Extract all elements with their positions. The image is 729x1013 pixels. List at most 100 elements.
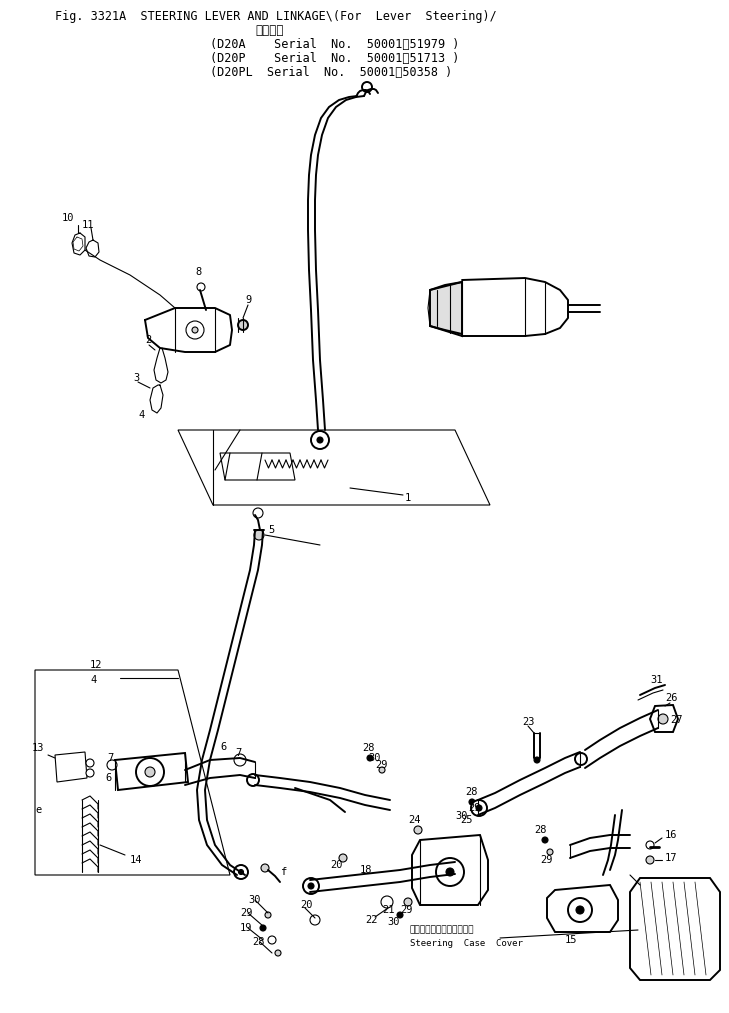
Text: 5: 5 — [268, 525, 274, 535]
Circle shape — [367, 755, 373, 761]
Text: 20: 20 — [330, 860, 343, 870]
Text: Steering  Case  Cover: Steering Case Cover — [410, 938, 523, 947]
Text: ステアリングケースカバー: ステアリングケースカバー — [410, 926, 475, 935]
Text: 15: 15 — [565, 935, 577, 945]
Text: 22: 22 — [365, 915, 378, 925]
Circle shape — [446, 868, 454, 876]
Circle shape — [107, 760, 117, 770]
Circle shape — [238, 320, 248, 330]
Circle shape — [145, 767, 155, 777]
Polygon shape — [55, 752, 87, 782]
Text: 10: 10 — [62, 213, 74, 223]
Text: 30: 30 — [248, 895, 260, 905]
Circle shape — [658, 714, 668, 724]
Text: 8: 8 — [195, 267, 201, 277]
Circle shape — [575, 753, 587, 765]
Circle shape — [268, 936, 276, 944]
Text: 12: 12 — [90, 660, 103, 670]
Circle shape — [197, 283, 205, 291]
Circle shape — [339, 854, 347, 862]
Text: 27: 27 — [670, 715, 682, 725]
Circle shape — [317, 437, 323, 443]
Text: 7: 7 — [107, 753, 113, 763]
Text: f: f — [280, 867, 286, 877]
Text: 29: 29 — [240, 908, 252, 918]
Circle shape — [547, 849, 553, 855]
Polygon shape — [430, 282, 462, 336]
Text: 9: 9 — [245, 295, 252, 305]
Text: 2: 2 — [145, 335, 151, 345]
Circle shape — [568, 898, 592, 922]
Text: 28: 28 — [465, 787, 477, 797]
Circle shape — [311, 431, 329, 449]
Polygon shape — [220, 453, 295, 480]
Circle shape — [86, 759, 94, 767]
Polygon shape — [115, 753, 188, 790]
Circle shape — [238, 869, 243, 874]
Text: Fig. 3321A  STEERING LEVER AND LINKAGE\(For  Lever  Steering)/: Fig. 3321A STEERING LEVER AND LINKAGE\(F… — [55, 10, 496, 23]
Circle shape — [476, 805, 482, 811]
Polygon shape — [178, 430, 490, 505]
Circle shape — [260, 925, 266, 931]
Text: 7: 7 — [235, 748, 241, 758]
Text: 14: 14 — [130, 855, 142, 865]
Text: 29: 29 — [375, 760, 388, 770]
Circle shape — [308, 883, 314, 889]
Polygon shape — [650, 705, 678, 732]
Text: 28: 28 — [362, 743, 375, 753]
Text: 6: 6 — [220, 742, 226, 752]
Circle shape — [469, 799, 475, 805]
Text: 30: 30 — [368, 753, 381, 763]
Text: 26: 26 — [665, 693, 677, 703]
Circle shape — [379, 767, 385, 773]
Circle shape — [247, 774, 259, 786]
Polygon shape — [630, 878, 720, 980]
Text: (D20P    Serial  No.  50001～51713 ): (D20P Serial No. 50001～51713 ) — [210, 52, 459, 65]
Circle shape — [310, 915, 320, 925]
Circle shape — [436, 858, 464, 886]
Circle shape — [646, 856, 654, 864]
Circle shape — [397, 912, 403, 918]
Text: 16: 16 — [665, 830, 677, 840]
Circle shape — [534, 757, 540, 763]
Text: (D20PL  Serial  No.  50001～50358 ): (D20PL Serial No. 50001～50358 ) — [210, 66, 452, 79]
Circle shape — [414, 826, 422, 834]
Circle shape — [136, 758, 164, 786]
Polygon shape — [412, 835, 488, 905]
Text: 31: 31 — [650, 675, 663, 685]
Text: 28: 28 — [252, 937, 265, 947]
Text: 25: 25 — [460, 815, 472, 825]
Text: 19: 19 — [240, 923, 252, 933]
Circle shape — [234, 754, 246, 766]
Text: 3: 3 — [133, 373, 139, 383]
Circle shape — [381, 897, 393, 908]
Text: 4: 4 — [138, 410, 144, 420]
Circle shape — [404, 898, 412, 906]
Text: 24: 24 — [408, 815, 421, 825]
Text: 1: 1 — [405, 493, 411, 503]
Circle shape — [542, 837, 548, 843]
Text: 28: 28 — [534, 825, 547, 835]
Circle shape — [646, 841, 654, 849]
Circle shape — [576, 906, 584, 914]
Text: 17: 17 — [665, 853, 677, 863]
Circle shape — [303, 878, 319, 894]
Circle shape — [253, 508, 263, 518]
Text: 11: 11 — [82, 220, 95, 230]
Text: 29: 29 — [468, 803, 480, 813]
Circle shape — [265, 912, 271, 918]
Text: e: e — [35, 805, 42, 815]
Text: 30: 30 — [455, 811, 467, 821]
Circle shape — [254, 530, 264, 540]
Circle shape — [192, 327, 198, 333]
Circle shape — [86, 769, 94, 777]
Text: 30: 30 — [387, 917, 399, 927]
Text: 23: 23 — [522, 717, 534, 727]
Text: 13: 13 — [32, 743, 44, 753]
Text: (D20A    Serial  No.  50001～51979 ): (D20A Serial No. 50001～51979 ) — [210, 38, 459, 51]
Circle shape — [471, 800, 487, 816]
Text: 適用号機: 適用号機 — [255, 24, 284, 37]
Text: 21: 21 — [382, 905, 394, 915]
Text: 4: 4 — [90, 675, 96, 685]
Text: 29: 29 — [540, 855, 553, 865]
